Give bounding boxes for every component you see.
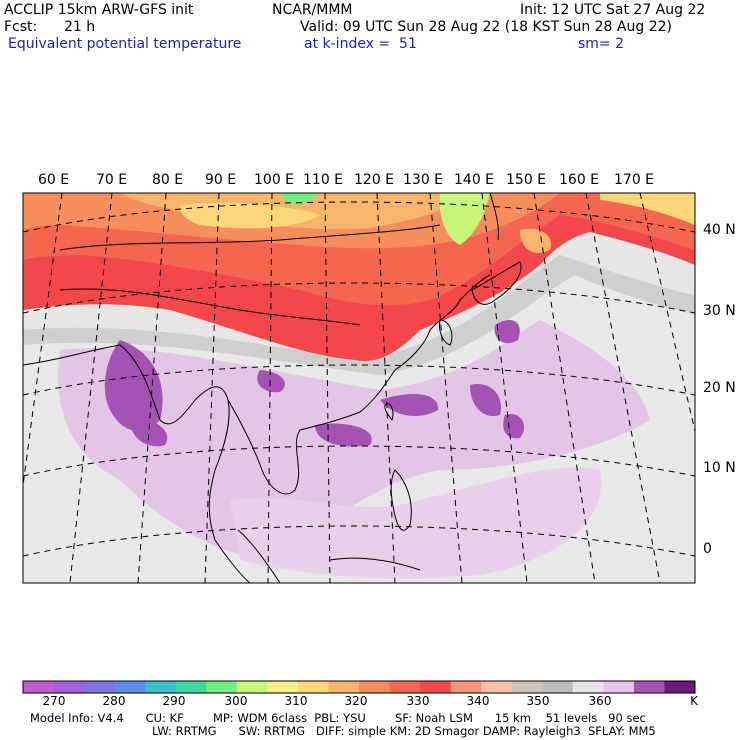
- colorbar-tick-label: 290: [162, 694, 186, 708]
- colorbar-swatch: [542, 681, 574, 693]
- lat-label: 30 N: [703, 303, 736, 319]
- lat-label: 40 N: [703, 222, 736, 238]
- forecast-hours: 21 h: [64, 19, 96, 35]
- map-field: [23, 193, 695, 583]
- colorbar: [22, 680, 696, 694]
- field-name: Equivalent potential temperature: [8, 36, 242, 52]
- lon-label: 110 E: [303, 172, 344, 188]
- valid-time: Valid: 09 UTC Sun 28 Aug 22 (18 KST Sun …: [300, 19, 672, 35]
- lat-label: 0: [703, 541, 712, 557]
- colorbar-tick-label: 350: [526, 694, 550, 708]
- colorbar-swatch: [114, 681, 146, 693]
- colorbar-swatch: [603, 681, 635, 693]
- smoothing-value: sm= 2: [578, 36, 625, 52]
- lon-label: 60 E: [38, 172, 70, 188]
- colorbar-swatch: [420, 681, 452, 693]
- colorbar-swatch: [664, 681, 696, 693]
- colorbar-tick-label: 320: [344, 694, 368, 708]
- colorbar-swatch: [572, 681, 604, 693]
- colorbar-tick-label: 300: [224, 694, 248, 708]
- colorbar-swatch: [267, 681, 299, 693]
- lon-label: 160 E: [559, 172, 600, 188]
- model-info-line-1: Model Info: V4.4 CU: KF MP: WDM 6class P…: [30, 711, 646, 725]
- lon-label: 70 E: [96, 172, 128, 188]
- colorbar-swatch: [633, 681, 665, 693]
- lon-label: 120 E: [354, 172, 395, 188]
- lon-label: 100 E: [254, 172, 295, 188]
- model-title: ACCLIP 15km ARW-GFS init: [4, 2, 194, 18]
- colorbar-swatch: [511, 681, 543, 693]
- init-time: Init: 12 UTC Sat 27 Aug 22: [520, 2, 706, 18]
- colorbar-border: [22, 680, 696, 694]
- colorbar-tick-label: 280: [102, 694, 126, 708]
- lon-label: 150 E: [506, 172, 547, 188]
- colorbar-tick-label: 270: [42, 694, 66, 708]
- colorbar-swatch: [450, 681, 482, 693]
- colorbar-tick-label: 360: [588, 694, 612, 708]
- colorbar-swatch: [175, 681, 207, 693]
- organization-label: NCAR/MMM: [272, 2, 353, 18]
- lon-label: 80 E: [152, 172, 184, 188]
- colorbar-tick-label: 310: [284, 694, 308, 708]
- colorbar-swatch: [53, 681, 85, 693]
- lon-label: 170 E: [614, 172, 655, 188]
- colorbar-swatch: [84, 681, 116, 693]
- lon-label: 130 E: [403, 172, 444, 188]
- colorbar-swatch: [389, 681, 421, 693]
- lat-label: 20 N: [703, 380, 736, 396]
- colorbar-swatch: [297, 681, 329, 693]
- forecast-label: Fcst:: [4, 19, 38, 35]
- colorbar-swatch: [359, 681, 391, 693]
- colorbar-swatch: [206, 681, 238, 693]
- level-index: at k-index = 51: [304, 36, 417, 52]
- colorbar-swatch: [481, 681, 513, 693]
- colorbar-swatch: [145, 681, 177, 693]
- colorbar-swatch: [328, 681, 360, 693]
- colorbar-tick-label: 340: [466, 694, 490, 708]
- colorbar-unit: K: [690, 694, 698, 708]
- colorbar-tick-label: 330: [406, 694, 430, 708]
- colorbar-swatch: [23, 681, 55, 693]
- map-frame: [22, 192, 696, 584]
- lon-label: 90 E: [205, 172, 237, 188]
- lat-label: 10 N: [703, 460, 736, 476]
- lon-label: 140 E: [454, 172, 495, 188]
- model-info-line-2: LW: RRTMG SW: RRTMG DIFF: simple KM: 2D …: [152, 724, 656, 738]
- colorbar-swatch: [236, 681, 268, 693]
